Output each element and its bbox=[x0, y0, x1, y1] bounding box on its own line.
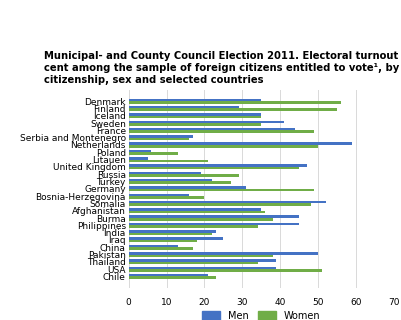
Bar bbox=[128, 167, 298, 170]
Bar bbox=[128, 204, 310, 206]
Bar bbox=[128, 150, 151, 152]
Bar bbox=[128, 172, 200, 174]
Bar bbox=[128, 237, 223, 240]
Bar bbox=[128, 181, 231, 184]
Bar bbox=[128, 252, 317, 254]
Bar bbox=[128, 135, 192, 138]
Bar bbox=[128, 174, 238, 177]
Bar bbox=[128, 218, 272, 220]
Bar bbox=[128, 152, 178, 155]
Bar bbox=[128, 259, 276, 262]
Bar bbox=[128, 179, 211, 181]
Bar bbox=[128, 269, 321, 272]
Bar bbox=[128, 276, 215, 279]
Bar bbox=[128, 262, 257, 264]
Bar bbox=[128, 225, 257, 228]
Bar bbox=[128, 106, 238, 108]
Bar bbox=[128, 274, 208, 276]
Bar bbox=[128, 145, 317, 148]
Bar bbox=[128, 240, 196, 243]
Bar bbox=[128, 138, 189, 140]
Bar bbox=[128, 211, 264, 213]
Bar bbox=[128, 164, 306, 167]
Bar bbox=[128, 194, 189, 196]
Bar bbox=[128, 128, 295, 130]
Bar bbox=[128, 123, 261, 126]
Legend: Men, Women: Men, Women bbox=[198, 307, 323, 320]
Bar bbox=[128, 99, 261, 101]
Bar bbox=[128, 189, 314, 191]
Bar bbox=[128, 208, 261, 211]
Bar bbox=[128, 245, 178, 247]
Bar bbox=[128, 142, 351, 145]
Bar bbox=[128, 254, 272, 257]
Bar bbox=[128, 230, 215, 233]
Bar bbox=[128, 247, 192, 250]
Bar bbox=[128, 157, 147, 160]
Bar bbox=[128, 201, 325, 204]
Bar bbox=[128, 160, 208, 162]
Bar bbox=[128, 116, 261, 118]
Bar bbox=[128, 196, 204, 199]
Bar bbox=[128, 223, 298, 225]
Bar bbox=[128, 121, 284, 123]
Bar bbox=[128, 108, 336, 111]
Bar bbox=[128, 186, 245, 189]
Bar bbox=[128, 130, 314, 133]
Bar bbox=[128, 113, 261, 116]
Bar bbox=[128, 101, 340, 104]
Bar bbox=[128, 215, 298, 218]
Text: Municipal- and County Council Election 2011. Electoral turnout in per
cent among: Municipal- and County Council Election 2… bbox=[44, 52, 401, 85]
Bar bbox=[128, 267, 276, 269]
Bar bbox=[128, 233, 211, 235]
